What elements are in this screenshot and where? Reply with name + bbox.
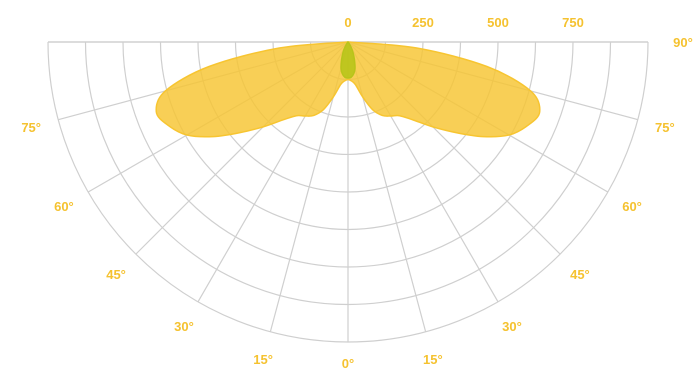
series-layer xyxy=(155,41,541,138)
radial-tick-label: 0 xyxy=(344,15,351,30)
angle-label: 0° xyxy=(342,356,354,369)
angle-label: 60° xyxy=(54,199,74,214)
polar-grid xyxy=(47,41,649,343)
angle-label: 15° xyxy=(423,352,443,367)
angle-label: 30° xyxy=(502,319,522,334)
radial-tick-label: 750 xyxy=(562,15,584,30)
angle-label: 45° xyxy=(106,267,126,282)
angle-label: 45° xyxy=(570,267,590,282)
series-curve-2 xyxy=(340,41,356,79)
angle-label: 30° xyxy=(174,319,194,334)
angle-label: 75° xyxy=(21,120,41,135)
angle-label: 75° xyxy=(655,120,675,135)
radial-tick-label: 250 xyxy=(412,15,434,30)
angle-label: 15° xyxy=(253,352,273,367)
label-layer: 0 250 500 750 75° 60° 45° 30° 15° 15° 30° 45° 60° 75°… xyxy=(21,15,692,369)
angle-label: 90° xyxy=(673,35,693,50)
angle-label: 60° xyxy=(622,199,642,214)
series-curve-1 xyxy=(155,41,541,138)
radial-tick-label: 500 xyxy=(487,15,509,30)
